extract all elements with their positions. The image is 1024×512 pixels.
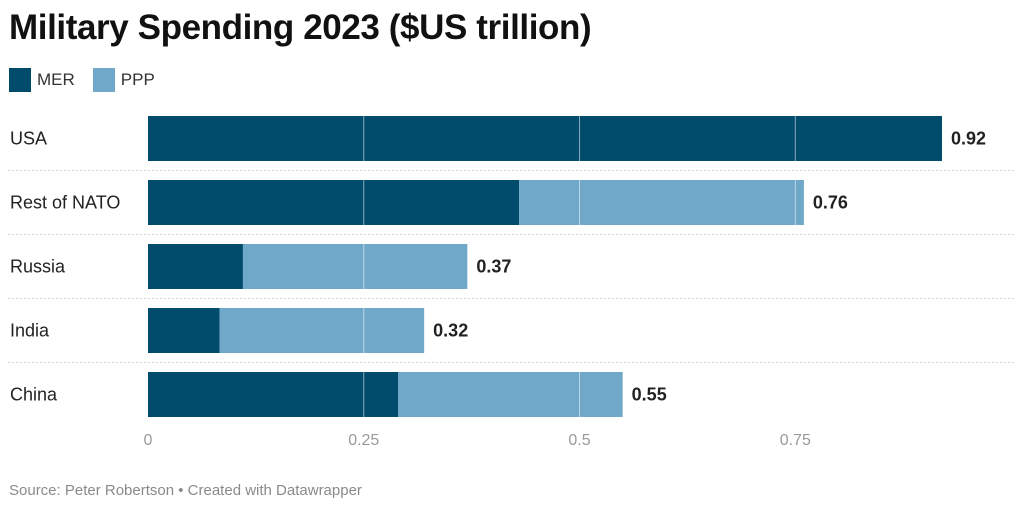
bar-mer: [148, 116, 942, 161]
bar-ppp: [398, 372, 623, 417]
legend-label-ppp: PPP: [120, 70, 155, 89]
legend-item-mer: MER: [9, 68, 75, 92]
category-label: USA: [10, 129, 47, 149]
legend-swatch-ppp: [92, 68, 115, 92]
value-label: 0.32: [433, 321, 468, 341]
x-tick-label: 0.75: [780, 432, 811, 449]
bar-mer: [148, 244, 243, 289]
value-label: 0.37: [476, 257, 511, 277]
category-label: Russia: [10, 257, 66, 277]
x-tick-label: 0: [144, 432, 153, 449]
chart-legend: MER PPP: [9, 68, 173, 92]
x-tick-label: 0.25: [348, 432, 379, 449]
category-label: India: [10, 321, 50, 341]
source-footer: Source: Peter Robertson • Created with D…: [9, 482, 362, 499]
chart-title: Military Spending 2023 ($US trillion): [9, 8, 592, 47]
bar-mer: [148, 180, 520, 225]
bar-ppp: [242, 244, 468, 289]
value-label: 0.55: [632, 385, 667, 405]
legend-item-ppp: PPP: [92, 68, 155, 92]
category-label: China: [10, 385, 58, 405]
chart-area: USA 0.92 Rest of NATO 0.76 Russia 0.37 India 0.…: [0, 100, 1024, 465]
bar-chart: USA 0.92 Rest of NATO 0.76 Russia 0.37 India 0.…: [8, 116, 1016, 449]
bar-mer: [148, 372, 399, 417]
bar-ppp: [219, 308, 425, 353]
legend-swatch-mer: [9, 68, 31, 92]
category-label: Rest of NATO: [10, 193, 120, 213]
value-label: 0.92: [951, 129, 986, 149]
x-tick-label: 0.5: [568, 432, 590, 449]
bar-mer: [148, 308, 220, 353]
legend-label-mer: MER: [37, 70, 75, 89]
bar-ppp: [519, 180, 804, 225]
value-label: 0.76: [813, 193, 848, 213]
